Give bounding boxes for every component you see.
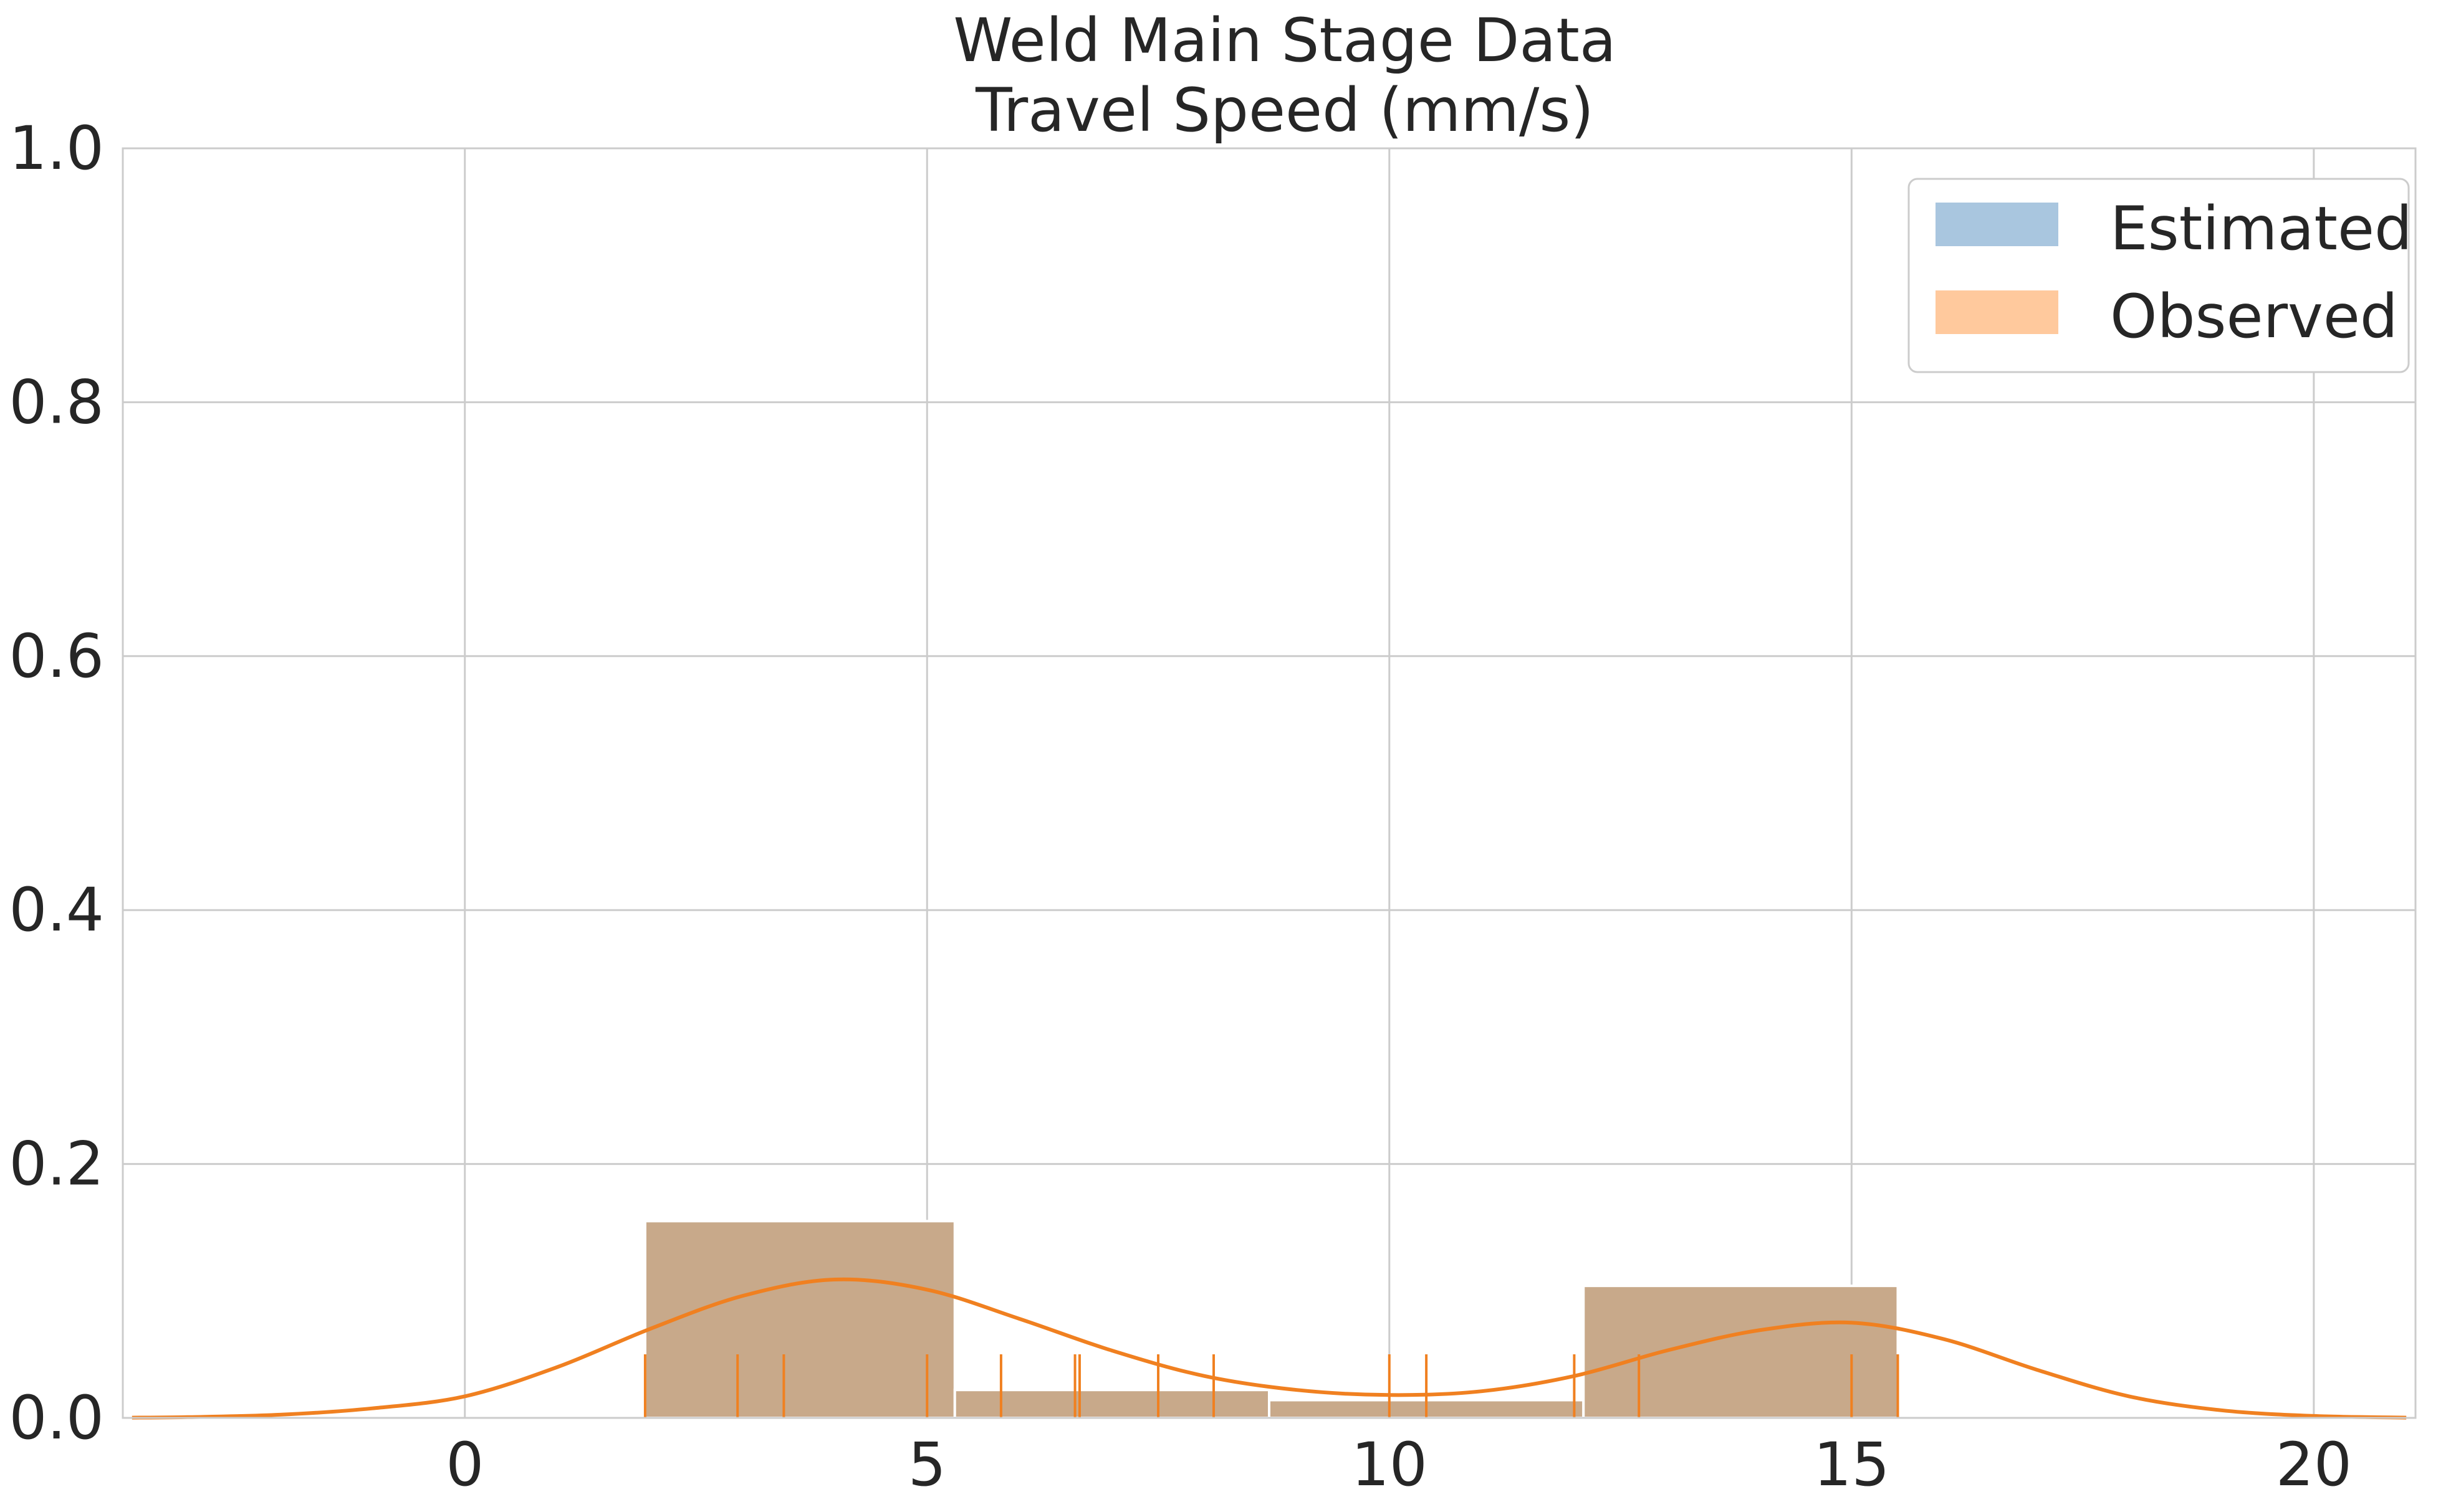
y-tick-label-5: 1.0 xyxy=(9,113,104,183)
legend-label-estimated: Estimated xyxy=(2110,194,2412,264)
x-tick-label-1: 5 xyxy=(908,1430,946,1500)
x-tick-label-2: 10 xyxy=(1351,1430,1427,1500)
y-tick-label-0: 0.0 xyxy=(9,1383,104,1453)
y-tick-label-1: 0.2 xyxy=(9,1129,104,1199)
histogram-bar-3 xyxy=(1582,1285,1899,1420)
histogram-bar-0 xyxy=(643,1220,956,1419)
legend: Estimated Observed xyxy=(1907,178,2412,373)
x-tick-label-0: 0 xyxy=(446,1430,484,1500)
y-tick-label-3: 0.6 xyxy=(9,621,104,691)
x-tick-label-4: 20 xyxy=(2276,1430,2352,1500)
x-tick-label-3: 15 xyxy=(1813,1430,1889,1500)
chart-subtitle: Travel Speed (mm/s) xyxy=(975,75,1594,145)
y-tick-label-4: 0.8 xyxy=(9,367,104,437)
y-tick-label-2: 0.4 xyxy=(9,875,104,945)
histogram-bar-1 xyxy=(953,1389,1270,1420)
legend-swatch-estimated xyxy=(1936,203,2058,246)
legend-swatch-observed xyxy=(1936,290,2058,334)
plot-frame xyxy=(122,147,2417,1419)
kde-curve-observed xyxy=(132,1277,2407,1420)
chart-title: Weld Main Stage Data xyxy=(953,6,1616,75)
legend-label-observed: Observed xyxy=(2110,282,2398,352)
